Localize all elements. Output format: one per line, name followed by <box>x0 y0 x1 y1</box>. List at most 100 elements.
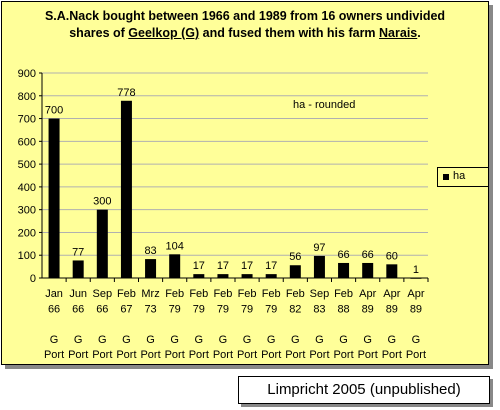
x-tick-label: 89 <box>362 303 374 315</box>
data-label: 56 <box>289 251 301 263</box>
x-tick-label: Port <box>358 349 378 361</box>
x-tick-label: Port <box>406 349 426 361</box>
x-tick-label: Port <box>92 349 112 361</box>
bar <box>48 118 60 278</box>
x-tick-label: G <box>74 334 83 346</box>
bar <box>313 255 325 278</box>
data-label: 17 <box>217 260 229 272</box>
data-label: 778 <box>117 87 135 99</box>
x-tick-label: G <box>243 334 252 346</box>
x-tick-label: G <box>98 334 107 346</box>
legend-label: ha <box>453 170 466 182</box>
y-tick-label: 200 <box>18 227 36 239</box>
legend-swatch <box>443 174 449 180</box>
data-label: 77 <box>72 246 84 258</box>
x-tick-label: G <box>388 334 397 346</box>
x-tick-label: G <box>146 334 155 346</box>
x-tick-label: G <box>412 334 421 346</box>
x-tick-label: G <box>315 334 324 346</box>
x-tick-label: Sep <box>310 288 330 300</box>
x-tick-label: Apr <box>383 288 400 300</box>
bar <box>386 264 398 278</box>
bar <box>145 259 157 278</box>
x-tick-label: G <box>267 334 276 346</box>
bar <box>289 265 301 278</box>
bar <box>362 262 374 278</box>
x-tick-label: Feb <box>213 288 232 300</box>
x-tick-label: 66 <box>72 303 84 315</box>
x-tick-label: Feb <box>334 288 353 300</box>
x-tick-label: Port <box>189 349 209 361</box>
x-tick-label: 66 <box>96 303 108 315</box>
bar <box>217 274 229 278</box>
x-tick-label: G <box>339 334 348 346</box>
x-tick-label: Apr <box>407 288 424 300</box>
x-tick-label: Sep <box>93 288 113 300</box>
x-tick-label: 66 <box>48 303 60 315</box>
x-tick-label: Port <box>116 349 136 361</box>
y-tick-labels: 0 100 200 300 400 500 600 700 800 900 <box>18 68 42 285</box>
x-tick-label: 79 <box>193 303 205 315</box>
x-tick-label: Port <box>44 349 64 361</box>
bar-chart: 0 100 200 300 400 500 600 700 800 900 700 77 300 778… <box>18 68 429 361</box>
data-label: 66 <box>337 249 349 261</box>
title-suffix: . <box>417 26 421 40</box>
title-line-1: S.A.Nack bought between 1966 and 1989 fr… <box>44 9 446 23</box>
x-tick-label: Port <box>237 349 257 361</box>
x-tick-label: Port <box>140 349 160 361</box>
data-label: 97 <box>313 242 325 254</box>
data-label: 104 <box>166 240 184 252</box>
x-tick-label: G <box>50 334 59 346</box>
bar <box>72 260 84 278</box>
bars <box>48 100 422 279</box>
x-tick-label: Port <box>165 349 185 361</box>
x-tick-label: Mrz <box>141 288 159 300</box>
title-middle: and fused them with his farm <box>199 26 380 40</box>
x-tick-label: G <box>195 334 204 346</box>
bar <box>193 274 205 278</box>
x-tick-label: 89 <box>386 303 398 315</box>
x-tick-label: Port <box>382 349 402 361</box>
y-tick-label: 900 <box>18 68 36 80</box>
y-tick-label: 400 <box>18 182 36 194</box>
data-label: 66 <box>362 249 374 261</box>
x-tick-label: G <box>219 334 228 346</box>
bar <box>241 274 253 278</box>
chart-title: S.A.Nack bought between 1966 and 1989 fr… <box>2 8 488 42</box>
data-label: 1 <box>413 264 419 276</box>
x-tick-label: Feb <box>117 288 136 300</box>
data-label: 83 <box>144 245 156 257</box>
title-line-2: shares of Geelkop (G) and fused them wit… <box>2 25 488 42</box>
x-tick-label: 89 <box>410 303 422 315</box>
chart-frame: S.A.Nack bought between 1966 and 1989 fr… <box>1 1 489 365</box>
y-tick-label: 800 <box>18 91 36 103</box>
x-tick-label: G <box>170 334 179 346</box>
y-tick-label: 0 <box>30 273 36 285</box>
x-tick-label: Port <box>213 349 233 361</box>
title-farm-narais: Narais <box>379 26 418 40</box>
x-tick-label: 73 <box>144 303 156 315</box>
y-tick-label: 300 <box>18 205 36 217</box>
x-tick-label: Port <box>68 349 88 361</box>
y-tick-label: 600 <box>18 136 36 148</box>
x-tick-label: Feb <box>165 288 184 300</box>
x-tick-label: 79 <box>265 303 277 315</box>
x-tick-label: Feb <box>189 288 208 300</box>
x-tick-label: G <box>291 334 300 346</box>
data-label: 300 <box>93 196 111 208</box>
x-tick-label: 67 <box>120 303 132 315</box>
x-tick-label: Jun <box>69 288 87 300</box>
x-tick-label: 82 <box>289 303 301 315</box>
x-tick-label: G <box>122 334 131 346</box>
x-tick-label: Feb <box>262 288 281 300</box>
bar <box>338 262 350 278</box>
x-tick-labels: Jan66GPort1Jun66GPort1Sep66GPort1Feb67GP… <box>44 278 429 361</box>
x-tick-label: Port <box>285 349 305 361</box>
x-tick-label: 83 <box>313 303 325 315</box>
bar <box>410 277 422 279</box>
y-tick-label: 100 <box>18 250 36 262</box>
credit-box: Limpricht 2005 (unpublished) <box>238 376 490 404</box>
data-label: 700 <box>45 105 63 117</box>
title-prefix: shares of <box>69 26 129 40</box>
data-label: 17 <box>241 260 253 272</box>
